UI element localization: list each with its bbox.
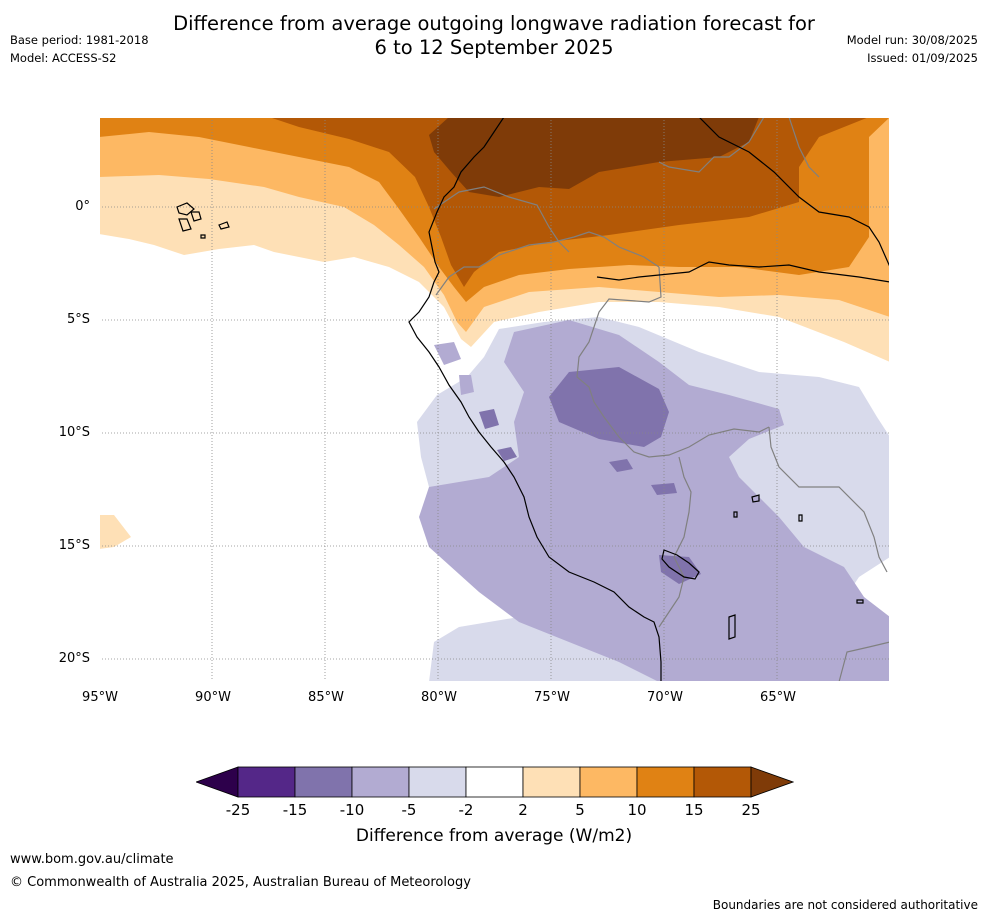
title-line-1: Difference from average outgoing longwav… <box>173 12 815 35</box>
border-colombia-brazil <box>658 117 765 173</box>
map-title: Difference from average outgoing longwav… <box>0 12 988 60</box>
colorbar-tick-label: 15 <box>684 801 704 819</box>
colorbar-tick-label: -2 <box>458 801 474 819</box>
border-peru-brazil <box>576 266 770 458</box>
map-frame <box>99 117 890 682</box>
border-venezuela <box>788 117 820 178</box>
border-brazil-bolivia <box>768 426 888 573</box>
lat-label-20s: 20°S <box>58 651 90 666</box>
contour-above-25 <box>429 117 759 197</box>
colorbar-cell <box>408 766 467 798</box>
lon-label-90w: 90°W <box>195 690 231 705</box>
galapagos-island-4 <box>218 221 230 230</box>
lat-label-10s: 10°S <box>58 425 90 440</box>
colorbar-tick-label: -15 <box>282 801 308 819</box>
meta-left: Base period: 1981-2018 Model: ACCESS-S2 <box>10 31 149 67</box>
island-amazon-3 <box>798 514 803 522</box>
graticule <box>99 117 890 682</box>
coastline-pacific-south-america <box>408 117 662 682</box>
galapagos-island-2 <box>190 211 202 222</box>
galapagos-island-3 <box>178 218 192 232</box>
colorbar-extend-low <box>196 766 239 798</box>
colorbar-cell <box>351 766 410 798</box>
colorbar-cell <box>465 766 524 798</box>
lon-label-80w: 80°W <box>421 690 457 705</box>
lon-label-85w: 85°W <box>308 690 344 705</box>
colorbar-tick-label: 25 <box>741 801 761 819</box>
lat-label-0: 0° <box>75 199 90 214</box>
border-peru-bolivia <box>673 456 692 558</box>
contour-minus-10-to-minus-15 <box>549 367 669 447</box>
colorbar-tick-label: 5 <box>575 801 585 819</box>
colorbar-cell <box>294 766 353 798</box>
border-bolivia-chile <box>658 556 685 628</box>
coastline-caribbean <box>698 117 890 268</box>
island-amazon-1 <box>751 494 760 503</box>
lon-label-95w: 95°W <box>82 690 118 705</box>
colorbar-label: Difference from average (W/m2) <box>355 826 633 846</box>
border-paraguay <box>838 641 890 682</box>
colorbar-cell <box>693 766 752 798</box>
contour-minus-5-patch-peru <box>434 342 461 365</box>
colorbar-tick-label: -10 <box>339 801 365 819</box>
colorbar-tick-label: -25 <box>225 801 251 819</box>
colorbar-tick-label: 2 <box>518 801 528 819</box>
colorbar <box>196 766 794 798</box>
galapagos-island-5 <box>200 234 206 239</box>
national-borders <box>433 117 890 682</box>
island-amazon-2 <box>733 511 738 518</box>
meta-right: Model run: 30/08/2025 Issued: 01/09/2025 <box>847 31 978 67</box>
contour-minus-10-patch-4 <box>497 447 517 461</box>
colorbar-tick-label: -5 <box>401 801 417 819</box>
title-line-2: 6 to 12 September 2025 <box>374 36 614 59</box>
border-ecuador-peru <box>435 231 660 296</box>
boundaries-disclaimer: Boundaries are not considered authoritat… <box>712 898 978 912</box>
lon-label-65w: 65°W <box>760 690 796 705</box>
island-bolivia-lake <box>728 614 736 640</box>
border-colombia-ecuador <box>433 186 570 253</box>
lat-label-5s: 5°S <box>66 312 90 327</box>
colorbar-cell <box>579 766 638 798</box>
coastlines <box>176 117 890 682</box>
lat-label-15s: 15°S <box>58 538 90 553</box>
lon-label-75w: 75°W <box>534 690 570 705</box>
model-run: Model run: 30/08/2025 <box>846 33 978 47</box>
olr-anomaly-map <box>99 117 890 682</box>
lake-titicaca <box>661 549 700 580</box>
contour-2-to-5-patch-west <box>99 515 131 549</box>
contour-minus-10-patch-2 <box>609 459 633 472</box>
base-period: Base period: 1981-2018 <box>10 33 149 47</box>
contour-minus-5-to-minus-10 <box>419 320 890 682</box>
issued-date: Issued: 01/09/2025 <box>867 51 978 65</box>
lon-label-70w: 70°W <box>647 690 683 705</box>
colorbar-extend-high <box>750 766 794 798</box>
colorbar-tick-label: 10 <box>627 801 647 819</box>
colorbar-cell <box>636 766 695 798</box>
contour-minus-5-patch-coast <box>459 375 474 395</box>
website-link[interactable]: www.bom.gov.au/climate <box>10 852 174 867</box>
colorbar-cell <box>522 766 581 798</box>
model-name: Model: ACCESS-S2 <box>10 51 117 65</box>
copyright-text: © Commonwealth of Australia 2025, Austra… <box>10 875 471 890</box>
coastline-amazon-river <box>596 261 890 283</box>
colorbar-cells <box>237 766 752 798</box>
island-east-1 <box>856 599 864 604</box>
contour-minus-10-patch-5 <box>479 409 499 429</box>
colorbar-cell <box>237 766 296 798</box>
contour-15-to-25 <box>269 117 869 287</box>
